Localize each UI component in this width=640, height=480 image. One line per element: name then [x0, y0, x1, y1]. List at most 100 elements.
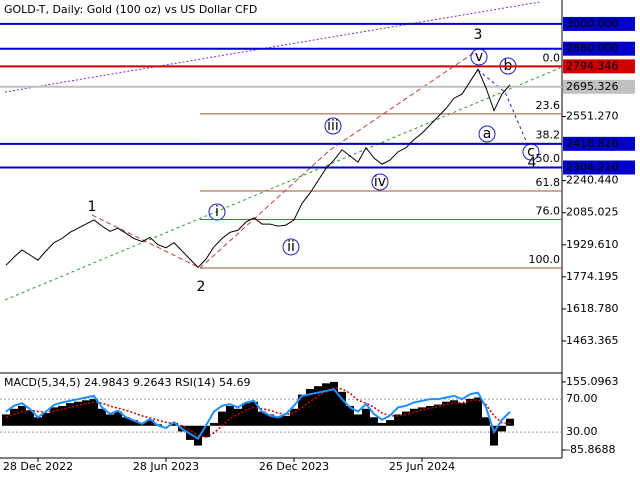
level-label: 2695.326	[566, 80, 619, 93]
histogram-bar	[42, 413, 50, 426]
level-box	[563, 160, 635, 175]
histogram-bar	[306, 388, 314, 426]
histogram-bar	[10, 408, 18, 426]
histogram-bar	[266, 414, 274, 426]
histogram-bar	[290, 408, 298, 426]
histogram-bar	[90, 398, 98, 426]
level-label: 2794.346	[566, 59, 619, 72]
level-label: 2880.000	[566, 42, 619, 55]
histogram-bar	[74, 401, 82, 426]
level-label: 2418.826	[566, 137, 619, 150]
x-tick-label: 26 Dec 2023	[259, 460, 329, 473]
histogram-bar	[146, 420, 154, 426]
level-label: 3000.000	[566, 17, 619, 30]
histogram-bar	[506, 418, 514, 426]
wave-circle	[478, 125, 496, 143]
histogram-bar	[426, 405, 434, 426]
level-box	[563, 59, 635, 74]
histogram-bar	[218, 411, 226, 426]
histogram-bar	[26, 410, 34, 426]
wave-label: a	[483, 126, 492, 142]
y-tick-label: 2085.025	[566, 206, 619, 219]
wave-label: 3	[474, 27, 483, 43]
histogram-bar	[82, 400, 90, 426]
wave-circle	[371, 173, 389, 191]
wave-label: 2	[197, 279, 206, 295]
histogram-bar	[122, 417, 130, 426]
level-box	[563, 79, 635, 94]
histogram-bar	[346, 405, 354, 426]
histogram-bar	[18, 405, 26, 426]
histogram-bar	[314, 386, 322, 426]
histogram-bar	[226, 405, 234, 426]
histogram-bar	[106, 414, 114, 426]
wave-label: c	[527, 144, 535, 160]
wave-circle	[324, 117, 342, 135]
level-box	[563, 16, 635, 31]
wave-label: iii	[327, 118, 339, 134]
y-tick-label: 1618.780	[566, 302, 619, 315]
histogram-bar	[66, 403, 74, 426]
price-line	[5, 68, 511, 269]
fib-label: 0.0	[543, 51, 561, 64]
histogram-bar	[210, 422, 218, 426]
histogram-bar	[130, 420, 138, 426]
wave-label: 1	[88, 199, 97, 215]
histogram-bar	[298, 394, 306, 426]
y-tick-label: -85.8688	[566, 443, 615, 456]
histogram-bar	[394, 414, 402, 426]
x-tick-label: 28 Dec 2022	[3, 460, 73, 473]
y-tick-label: 1774.195	[566, 270, 619, 283]
histogram-bar	[234, 408, 242, 426]
indicator-title: MACD(5,34,5) 24.9843 9.2643 RSI(14) 54.6…	[4, 376, 250, 389]
histogram-bar	[434, 404, 442, 426]
histogram-bar	[458, 403, 466, 426]
histogram-bar	[330, 381, 338, 426]
wave-label: v	[475, 49, 483, 65]
histogram-bar	[442, 401, 450, 426]
histogram-bar	[490, 425, 498, 446]
histogram-bar	[2, 414, 10, 426]
wave-labels: 1 2 3 4	[88, 27, 537, 295]
histogram-bar	[242, 403, 250, 426]
y-tick-label: 2551.270	[566, 110, 619, 123]
fib-label: 61.8	[536, 176, 561, 189]
histogram-bar	[370, 417, 378, 426]
histogram-bar	[322, 383, 330, 426]
level-label: 2304.210	[566, 160, 619, 173]
histogram-bar	[274, 417, 282, 426]
fib-label: 38.2	[536, 128, 561, 141]
trend-line	[4, 67, 561, 301]
histogram-bar	[114, 411, 122, 426]
histogram-bar	[338, 391, 346, 426]
x-tick-label: 25 Jun 2024	[389, 460, 455, 473]
fib-label: 50.0	[536, 152, 561, 165]
wave-circle	[282, 238, 300, 256]
y-tick-label: 155.0963	[566, 375, 619, 388]
histogram-bar	[34, 417, 42, 426]
level-box	[563, 41, 635, 56]
fib-label: 76.0	[536, 205, 561, 218]
histogram-bar	[98, 408, 106, 426]
histogram-bar	[386, 420, 394, 426]
wave-label: i	[215, 204, 219, 220]
signal-line	[5, 386, 511, 438]
wave-label: 4	[528, 155, 537, 171]
x-tick-label: 28 Jun 2023	[133, 460, 199, 473]
histogram-bar	[258, 411, 266, 426]
histogram-bar	[50, 407, 58, 426]
histogram-bar	[466, 398, 474, 426]
wave-line	[91, 51, 476, 269]
histogram-bar	[202, 425, 210, 438]
histogram-bar	[362, 408, 370, 426]
level-box	[563, 136, 635, 151]
histogram-bar	[250, 401, 258, 426]
wave-label: ii	[287, 239, 295, 255]
wave-circles	[208, 48, 540, 256]
histogram-bar	[170, 422, 178, 426]
chart-title: GOLD-T, Daily: Gold (100 oz) vs US Dolla…	[4, 3, 257, 16]
histogram-bar	[474, 397, 482, 426]
histogram-bar	[354, 414, 362, 426]
histogram-bar	[402, 411, 410, 426]
